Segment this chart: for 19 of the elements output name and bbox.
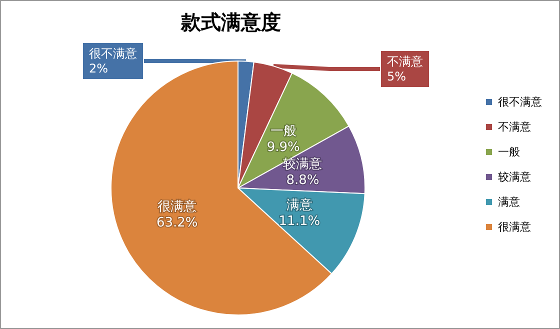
- slice-label: 较满意: [283, 157, 322, 172]
- legend-label: 一般: [498, 146, 520, 158]
- slice-label: 满意: [286, 198, 312, 213]
- chart-title: 款式满意度: [180, 10, 281, 34]
- legend-label: 很满意: [498, 220, 531, 234]
- data-label: 11.1%: [278, 214, 320, 229]
- legend-label: 满意: [498, 196, 520, 208]
- data-label: 63.2%: [156, 215, 198, 230]
- data-label: 8.8%: [286, 173, 320, 188]
- slice-label: 很满意: [158, 199, 197, 214]
- legend-label: 不满意: [498, 120, 531, 134]
- data-label: 9.9%: [266, 140, 300, 155]
- slice-label: 很不满意: [89, 46, 137, 60]
- slice-label: 不满意: [387, 54, 423, 68]
- data-label: 5%: [387, 70, 406, 84]
- data-label: 2%: [89, 62, 108, 76]
- slice-label: 一般: [270, 124, 296, 139]
- legend-label: 较满意: [498, 170, 531, 184]
- legend-label: 很不满意: [498, 96, 542, 108]
